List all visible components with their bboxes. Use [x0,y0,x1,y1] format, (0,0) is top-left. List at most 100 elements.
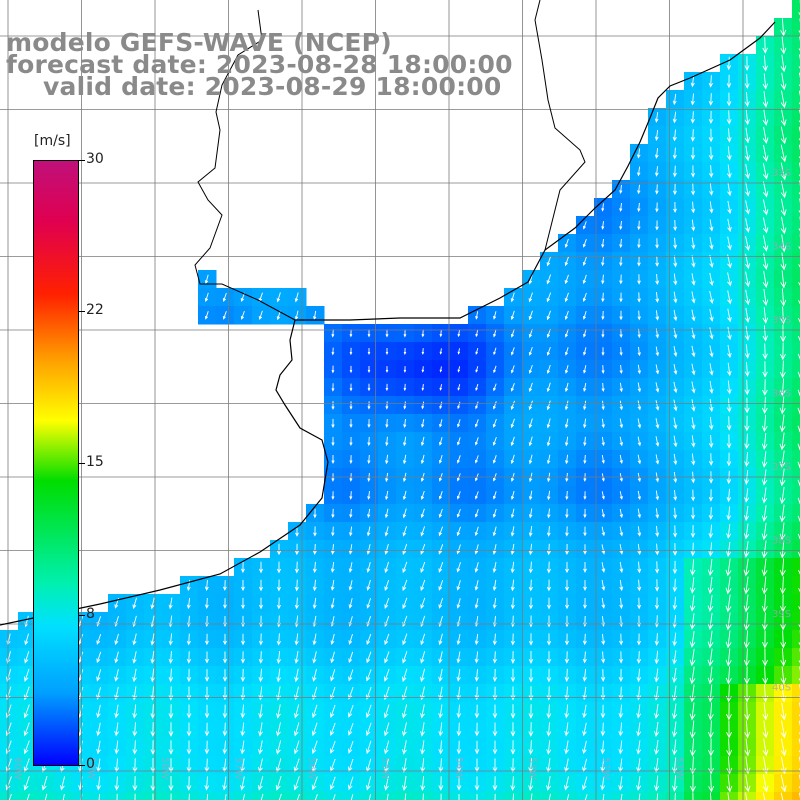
wind-arrow [330,651,335,664]
wind-arrow [313,310,317,321]
wind-arrow [727,164,732,179]
wind-arrow [384,651,390,664]
wind-arrow [528,310,533,321]
wind-arrow [275,722,281,737]
wind-arrow [618,740,624,755]
wind-arrow [312,686,318,701]
wind-arrow [420,668,426,683]
wind-arrow [385,490,389,501]
wind-arrow [762,252,769,271]
wind-arrow [726,416,732,431]
wind-arrow [294,668,299,683]
latitude-label: 37S [772,462,791,473]
wind-arrow [457,419,461,428]
wind-arrow [744,702,751,721]
wind-arrow [402,561,408,574]
wind-arrow [96,651,102,664]
wind-cell [792,630,800,649]
wind-arrow [420,579,426,592]
longitude-label: 54W [453,757,464,780]
wind-arrow [456,651,461,664]
wind-arrow [707,630,714,649]
wind-arrow [780,792,784,800]
wind-arrow [474,544,479,555]
wind-arrow [420,722,425,737]
wind-arrow [601,562,606,573]
wind-arrow [672,543,678,556]
wind-arrow [726,720,733,739]
wind-arrow [385,348,389,356]
wind-arrow [260,793,264,800]
wind-arrow [619,382,623,393]
wind-arrow [708,434,714,449]
wind-arrow [637,310,641,321]
wind-arrow [707,666,714,685]
wind-arrow [510,776,516,791]
wind-arrow [492,418,497,428]
wind-arrow [492,401,497,410]
wind-arrow [601,238,605,249]
wind-arrow [564,758,569,773]
wind-arrow [744,163,751,180]
wind-arrow [116,793,118,800]
wind-arrow [601,382,605,393]
wind-arrow [636,722,642,737]
wind-arrow [168,633,173,646]
longitude-label: 53W [527,757,538,780]
wind-arrow [384,561,390,574]
wind-arrow [655,561,660,574]
wind-arrow [762,37,768,54]
wind-arrow [132,722,138,737]
wind-arrow [566,793,570,800]
wind-arrow [438,651,443,664]
wind-arrow [546,454,551,465]
wind-arrow [707,720,714,739]
wind-arrow [637,526,642,537]
wind-arrow [655,454,660,465]
wind-cell [36,792,55,800]
wind-arrow [762,648,769,667]
wind-arrow [674,792,676,800]
wind-arrow [402,633,408,646]
wind-arrow [276,597,281,610]
wind-arrow [762,343,768,360]
wind-arrow [619,400,624,411]
wind-arrow [655,292,660,303]
wind-arrow [709,381,714,394]
wind-arrow [186,597,191,610]
wind-arrow [475,366,479,373]
wind-arrow [383,758,389,773]
wind-arrow [331,418,335,429]
wind-arrow [761,522,768,541]
wind-cell [792,702,800,721]
wind-arrow [582,274,587,285]
wind-cell [792,270,800,289]
wind-arrow [708,453,714,466]
wind-arrow [366,561,371,573]
wind-arrow [762,144,769,163]
wind-cell [792,126,800,145]
wind-arrow [132,651,137,664]
wind-arrow [743,558,750,577]
wind-cell [792,90,800,109]
wind-arrow [672,560,678,575]
wind-arrow [385,418,389,429]
wind-arrow [330,686,336,700]
wind-arrow [294,633,299,646]
wind-arrow [23,758,30,773]
wind-arrow [637,454,642,465]
wind-arrow [761,558,768,577]
wind-arrow [150,722,156,737]
forecast-date: forecast date: 2023-08-28 18:00:00 [6,50,513,79]
wind-arrow [385,383,389,392]
wind-arrow [204,311,209,320]
wind-arrow [403,329,407,338]
wind-arrow [708,774,715,793]
wind-arrow [546,400,551,411]
wind-arrow [438,704,443,719]
wind-arrow [330,633,335,645]
wind-arrow [474,776,480,791]
wind-arrow [528,436,533,447]
longitude-label: 58W [159,757,170,780]
wind-arrow [546,436,551,447]
